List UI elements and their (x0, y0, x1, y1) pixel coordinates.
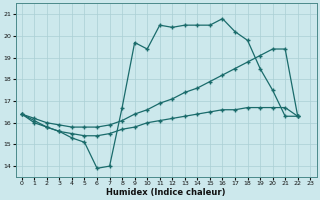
X-axis label: Humidex (Indice chaleur): Humidex (Indice chaleur) (106, 188, 226, 197)
